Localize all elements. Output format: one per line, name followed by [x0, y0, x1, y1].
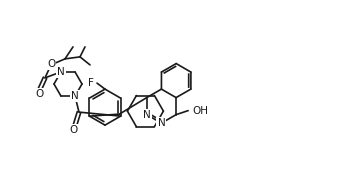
Text: N: N	[157, 118, 165, 128]
Text: N: N	[57, 67, 65, 77]
Text: O: O	[47, 59, 55, 69]
Text: N: N	[143, 110, 151, 120]
Text: N: N	[71, 91, 79, 101]
Text: F: F	[88, 78, 94, 88]
Text: O: O	[35, 89, 43, 99]
Text: OH: OH	[192, 106, 208, 116]
Text: O: O	[70, 125, 78, 135]
